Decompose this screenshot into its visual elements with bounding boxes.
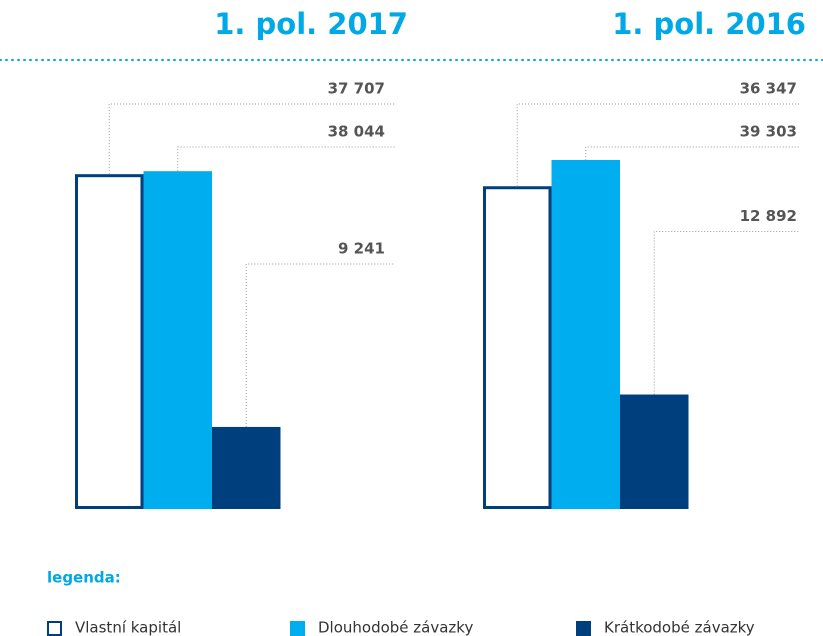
legend-label: Vlastní kapitál <box>75 619 181 636</box>
value-label: 39 303 <box>740 123 797 141</box>
leader-line <box>516 103 800 187</box>
bar <box>143 171 212 510</box>
legend-swatch <box>576 621 591 636</box>
bar <box>483 186 552 509</box>
leader-line <box>245 263 395 427</box>
value-label: 36 347 <box>740 80 797 98</box>
bar <box>551 160 620 509</box>
legend-label: Dlouhodobé závazky <box>318 619 473 636</box>
value-label: 37 707 <box>328 80 385 98</box>
bar <box>212 426 281 509</box>
legend-title: legenda: <box>47 569 121 587</box>
value-label: 9 241 <box>338 239 385 257</box>
leader-line <box>177 146 395 172</box>
bar <box>75 174 144 509</box>
value-label: 38 044 <box>328 123 385 141</box>
panel-title: 1. pol. 2017 <box>214 7 408 41</box>
legend-swatch <box>290 621 305 636</box>
legend-swatch <box>47 621 62 636</box>
value-label: 12 892 <box>740 207 797 225</box>
panel-title: 1. pol. 2016 <box>612 7 806 41</box>
legend-label: Krátkodobé závazky <box>604 619 755 636</box>
leader-line <box>653 231 800 395</box>
leader-line <box>585 146 800 160</box>
bar <box>620 394 689 509</box>
